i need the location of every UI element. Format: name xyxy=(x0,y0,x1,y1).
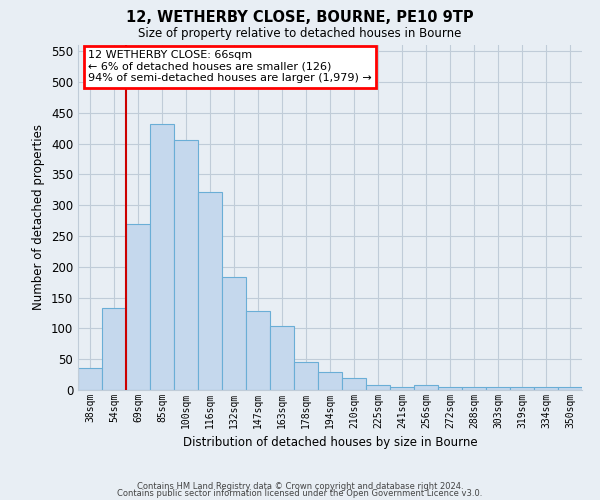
Text: Contains HM Land Registry data © Crown copyright and database right 2024.: Contains HM Land Registry data © Crown c… xyxy=(137,482,463,491)
Bar xyxy=(318,372,342,390)
Bar xyxy=(270,326,294,390)
Bar xyxy=(78,368,102,390)
Bar xyxy=(150,124,174,390)
Bar xyxy=(558,387,582,390)
Bar xyxy=(198,192,222,390)
Bar xyxy=(390,387,414,390)
Bar xyxy=(102,308,126,390)
Bar xyxy=(342,378,366,390)
Text: 12, WETHERBY CLOSE, BOURNE, PE10 9TP: 12, WETHERBY CLOSE, BOURNE, PE10 9TP xyxy=(126,10,474,25)
Bar xyxy=(486,387,510,390)
Bar xyxy=(534,387,558,390)
Bar xyxy=(126,224,150,390)
X-axis label: Distribution of detached houses by size in Bourne: Distribution of detached houses by size … xyxy=(182,436,478,450)
Bar xyxy=(366,385,390,390)
Bar xyxy=(462,387,486,390)
Text: Contains public sector information licensed under the Open Government Licence v3: Contains public sector information licen… xyxy=(118,490,482,498)
Bar xyxy=(246,311,270,390)
Bar xyxy=(174,140,198,390)
Text: Size of property relative to detached houses in Bourne: Size of property relative to detached ho… xyxy=(139,28,461,40)
Bar xyxy=(510,387,534,390)
Bar xyxy=(438,387,462,390)
Y-axis label: Number of detached properties: Number of detached properties xyxy=(32,124,46,310)
Bar xyxy=(222,276,246,390)
Bar xyxy=(414,385,438,390)
Text: 12 WETHERBY CLOSE: 66sqm
← 6% of detached houses are smaller (126)
94% of semi-d: 12 WETHERBY CLOSE: 66sqm ← 6% of detache… xyxy=(88,50,372,84)
Bar xyxy=(294,362,318,390)
